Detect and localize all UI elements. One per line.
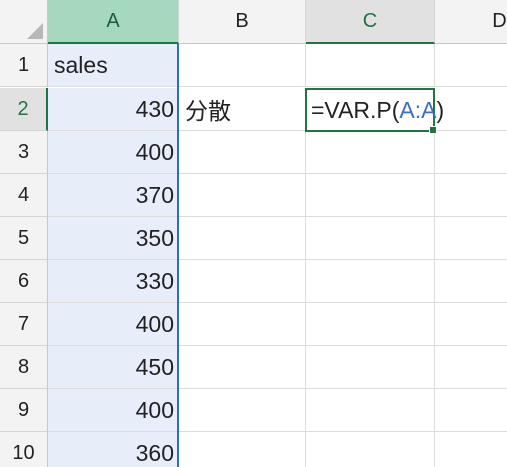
column-header-a[interactable]: A (48, 0, 179, 44)
row-header-10[interactable]: 10 (0, 432, 48, 467)
row-header-3[interactable]: 3 (0, 131, 48, 174)
cell-b9[interactable] (179, 389, 306, 432)
cell-d7[interactable] (435, 303, 507, 346)
active-cell-c2[interactable]: =VAR.P(A:A) (305, 88, 444, 134)
cell-c10[interactable] (306, 432, 435, 467)
cell-a9[interactable]: 400 (48, 389, 179, 432)
cell-a3[interactable]: 400 (48, 131, 179, 174)
cell-d3[interactable] (435, 131, 507, 174)
row-header-7[interactable]: 7 (0, 303, 48, 346)
row-header-8[interactable]: 8 (0, 346, 48, 389)
select-all-corner[interactable] (0, 0, 48, 44)
cell-c6[interactable] (306, 260, 435, 303)
cell-a2[interactable]: 430 (48, 88, 179, 131)
cell-d1[interactable] (435, 44, 507, 87)
formula-suffix: ) (436, 96, 445, 123)
cell-c5[interactable] (306, 217, 435, 260)
column-header-b[interactable]: B (179, 0, 306, 44)
fill-handle[interactable] (429, 126, 437, 134)
cell-a5[interactable]: 350 (48, 217, 179, 260)
cell-b1[interactable] (179, 44, 306, 87)
cell-a6[interactable]: 330 (48, 260, 179, 303)
select-all-triangle-icon (27, 23, 43, 39)
cell-b4[interactable] (179, 174, 306, 217)
cell-d9[interactable] (435, 389, 507, 432)
cell-b7[interactable] (179, 303, 306, 346)
row-header-4[interactable]: 4 (0, 174, 48, 217)
cell-c8[interactable] (306, 346, 435, 389)
cell-b5[interactable] (179, 217, 306, 260)
cell-c1[interactable] (306, 44, 435, 87)
row-header-5[interactable]: 5 (0, 217, 48, 260)
row-header-2[interactable]: 2 (0, 88, 48, 131)
column-header-c[interactable]: C (306, 0, 435, 44)
cell-d4[interactable] (435, 174, 507, 217)
cell-b10[interactable] (179, 432, 306, 467)
row-header-6[interactable]: 6 (0, 260, 48, 303)
cell-c4[interactable] (306, 174, 435, 217)
cell-c3[interactable] (306, 131, 435, 174)
cell-b6[interactable] (179, 260, 306, 303)
cell-a8[interactable]: 450 (48, 346, 179, 389)
cell-d6[interactable] (435, 260, 507, 303)
cell-d5[interactable] (435, 217, 507, 260)
range-reference-outline (177, 44, 179, 467)
cell-a10[interactable]: 360 (48, 432, 179, 467)
row-header-1[interactable]: 1 (0, 44, 48, 87)
cell-d10[interactable] (435, 432, 507, 467)
cell-b3[interactable] (179, 131, 306, 174)
cell-d2[interactable] (435, 88, 507, 131)
cell-c9[interactable] (306, 389, 435, 432)
cell-d8[interactable] (435, 346, 507, 389)
formula-prefix: =VAR.P( (311, 96, 400, 123)
formula-range-reference: A:A (399, 96, 437, 123)
cell-a1[interactable]: sales (48, 44, 179, 87)
cell-c7[interactable] (306, 303, 435, 346)
cell-b8[interactable] (179, 346, 306, 389)
column-header-d[interactable]: D (435, 0, 507, 44)
cell-b2[interactable]: 分散 (179, 88, 306, 131)
cell-a4[interactable]: 370 (48, 174, 179, 217)
row-header-9[interactable]: 9 (0, 389, 48, 432)
cell-a7[interactable]: 400 (48, 303, 179, 346)
